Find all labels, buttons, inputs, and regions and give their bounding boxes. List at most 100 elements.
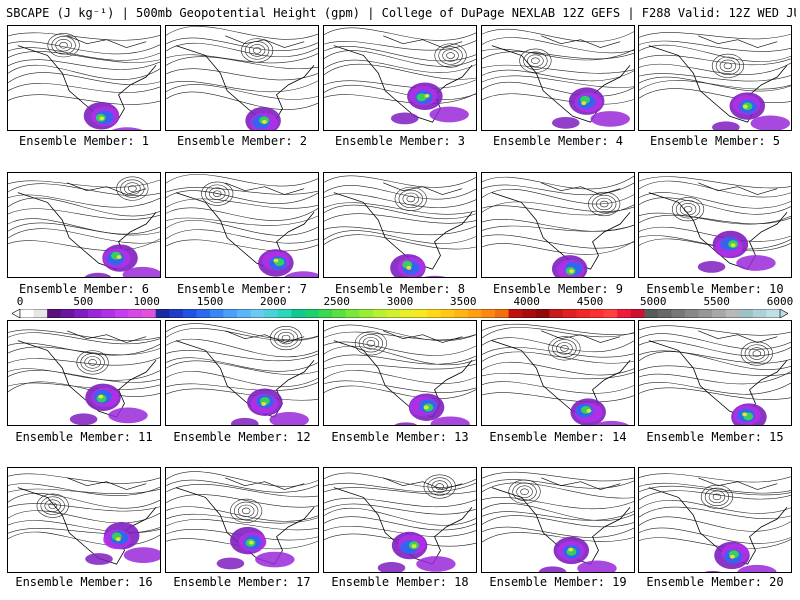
colorbar-tick-label: 2500 (323, 295, 350, 308)
ensemble-map-7 (165, 172, 319, 278)
ensemble-map-12 (165, 320, 319, 426)
colorbar-swatch (87, 309, 102, 318)
colorbar-swatch (603, 309, 618, 318)
colorbar-swatch (698, 309, 713, 318)
colorbar-tick-label: 5500 (703, 295, 730, 308)
colorbar-swatch (60, 309, 75, 318)
colorbar-tick-label: 500 (73, 295, 94, 308)
colorbar-tick-label: 4500 (576, 295, 604, 308)
colorbar-tick-label: 5000 (640, 295, 667, 308)
colorbar-swatch (576, 309, 591, 318)
colorbar-swatch (657, 309, 672, 318)
colorbar-swatch (766, 309, 781, 318)
ensemble-member-label: Ensemble Member: 8 (334, 282, 466, 296)
colorbar-swatch (752, 309, 767, 318)
ensemble-map-13 (323, 320, 477, 426)
ensemble-member-label: Ensemble Member: 12 (173, 430, 311, 444)
colorbar-swatch (454, 309, 469, 318)
colorbar-swatch (630, 309, 645, 318)
colorbar-swatch (210, 309, 224, 318)
colorbar-swatch (115, 309, 129, 318)
colorbar-swatch (372, 309, 387, 318)
colorbar-swatch (47, 309, 62, 318)
colorbar-swatch (277, 309, 292, 318)
ensemble-map-2 (165, 25, 319, 131)
ensemble-map-18 (323, 467, 477, 573)
colorbar-swatch (712, 309, 727, 318)
ensemble-map-11 (7, 320, 161, 426)
ensemble-map-20 (638, 467, 792, 573)
ensemble-member-label: Ensemble Member: 15 (646, 430, 784, 444)
colorbar-swatch (644, 309, 659, 318)
colorbar-swatch (169, 309, 184, 318)
colorbar-tick-label: 3000 (386, 295, 414, 308)
colorbar-swatch (481, 309, 496, 318)
colorbar-tick-label: 4000 (513, 295, 540, 308)
colorbar-swatch (20, 309, 34, 318)
ensemble-member-label: Ensemble Member: 19 (489, 575, 627, 589)
colorbar-swatch (250, 309, 265, 318)
colorbar-swatch (74, 309, 89, 318)
ensemble-map-4 (481, 25, 635, 131)
colorbar-swatch (196, 309, 211, 318)
ensemble-map-6 (7, 172, 161, 278)
ensemble-map-1 (7, 25, 161, 131)
colorbar-swatch (142, 309, 157, 318)
colorbar-swatch (237, 309, 252, 318)
colorbar-tick-label: 6000 (766, 295, 794, 308)
ensemble-member-label: Ensemble Member: 1 (18, 134, 150, 148)
colorbar-tick-label: 0 (16, 295, 24, 308)
cape-colorbar (12, 309, 788, 318)
ensemble-map-19 (481, 467, 635, 573)
header-title: SBCAPE (J kg⁻¹) | 500mb Geopotential Hei… (6, 6, 796, 20)
colorbar-swatch (305, 309, 319, 318)
colorbar-swatch (617, 309, 632, 318)
ensemble-member-label: Ensemble Member: 7 (176, 282, 308, 296)
colorbar-swatch (671, 309, 686, 318)
colorbar-swatch (318, 309, 333, 318)
colorbar-swatch (291, 309, 306, 318)
colorbar-swatch (440, 309, 455, 318)
colorbar-swatch (562, 309, 577, 318)
ensemble-map-9 (481, 172, 635, 278)
colorbar-tick-label: 1000 (133, 295, 160, 308)
colorbar-swatch (413, 309, 428, 318)
ensemble-member-label: Ensemble Member: 18 (331, 575, 469, 589)
ensemble-member-label: Ensemble Member: 11 (15, 430, 153, 444)
colorbar-swatch (101, 309, 116, 318)
colorbar-tick-label: 1500 (196, 295, 224, 308)
ensemble-member-label: Ensemble Member: 4 (492, 134, 624, 148)
ensemble-map-16 (7, 467, 161, 573)
ensemble-member-label: Ensemble Member: 16 (15, 575, 153, 589)
colorbar-swatch (535, 309, 550, 318)
ensemble-member-label: Ensemble Member: 14 (489, 430, 627, 444)
ensemble-member-label: Ensemble Member: 5 (649, 134, 781, 148)
ensemble-member-label: Ensemble Member: 13 (331, 430, 469, 444)
ensemble-map-8 (323, 172, 477, 278)
colorbar-swatch (155, 309, 170, 318)
colorbar-swatch (400, 309, 414, 318)
ensemble-map-15 (638, 320, 792, 426)
colorbar-swatch (549, 309, 564, 318)
colorbar-swatch (508, 309, 523, 318)
colorbar-swatch (427, 309, 442, 318)
ensemble-map-14 (481, 320, 635, 426)
ensemble-member-label: Ensemble Member: 10 (646, 282, 784, 296)
ensemble-map-5 (638, 25, 792, 131)
ensemble-member-label: Ensemble Member: 2 (176, 134, 308, 148)
ensemble-member-label: Ensemble Member: 6 (18, 282, 150, 296)
ensemble-member-label: Ensemble Member: 9 (492, 282, 624, 296)
ensemble-member-label: Ensemble Member: 20 (646, 575, 784, 589)
colorbar-swatch (128, 309, 143, 318)
colorbar-swatch (725, 309, 740, 318)
colorbar-swatch (739, 309, 754, 318)
colorbar-tick-label: 3500 (450, 295, 477, 308)
colorbar-swatch (590, 309, 604, 318)
colorbar-swatch (345, 309, 360, 318)
ensemble-member-label: Ensemble Member: 17 (173, 575, 311, 589)
colorbar-swatch (182, 309, 197, 318)
colorbar-swatch (522, 309, 537, 318)
colorbar-swatch (264, 309, 279, 318)
colorbar-graphic (12, 309, 788, 318)
colorbar-swatch (223, 309, 238, 318)
